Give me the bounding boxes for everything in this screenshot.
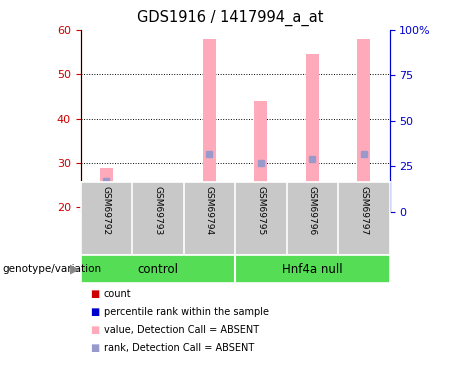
- Bar: [306, 54, 319, 207]
- Text: ■: ■: [90, 290, 99, 299]
- Text: Hnf4a null: Hnf4a null: [282, 262, 343, 276]
- Bar: [357, 39, 370, 207]
- Bar: [254, 101, 267, 207]
- Text: ■: ■: [90, 326, 99, 335]
- Text: GSM69796: GSM69796: [308, 186, 317, 235]
- Text: ■: ■: [90, 308, 99, 317]
- Text: count: count: [104, 290, 131, 299]
- Text: GSM69797: GSM69797: [359, 186, 368, 235]
- Text: GSM69792: GSM69792: [102, 186, 111, 235]
- Bar: [152, 199, 164, 207]
- Text: percentile rank within the sample: percentile rank within the sample: [104, 308, 269, 317]
- Text: GSM69795: GSM69795: [256, 186, 266, 235]
- Text: rank, Detection Call = ABSENT: rank, Detection Call = ABSENT: [104, 344, 254, 353]
- Text: ■: ■: [90, 344, 99, 353]
- Bar: [203, 39, 216, 207]
- Text: ▶: ▶: [71, 262, 80, 276]
- Text: GDS1916 / 1417994_a_at: GDS1916 / 1417994_a_at: [137, 9, 324, 26]
- Text: value, Detection Call = ABSENT: value, Detection Call = ABSENT: [104, 326, 259, 335]
- Text: GSM69794: GSM69794: [205, 186, 214, 235]
- Text: control: control: [137, 262, 178, 276]
- Text: genotype/variation: genotype/variation: [2, 264, 101, 274]
- Bar: [100, 168, 113, 207]
- Text: GSM69793: GSM69793: [154, 186, 162, 235]
